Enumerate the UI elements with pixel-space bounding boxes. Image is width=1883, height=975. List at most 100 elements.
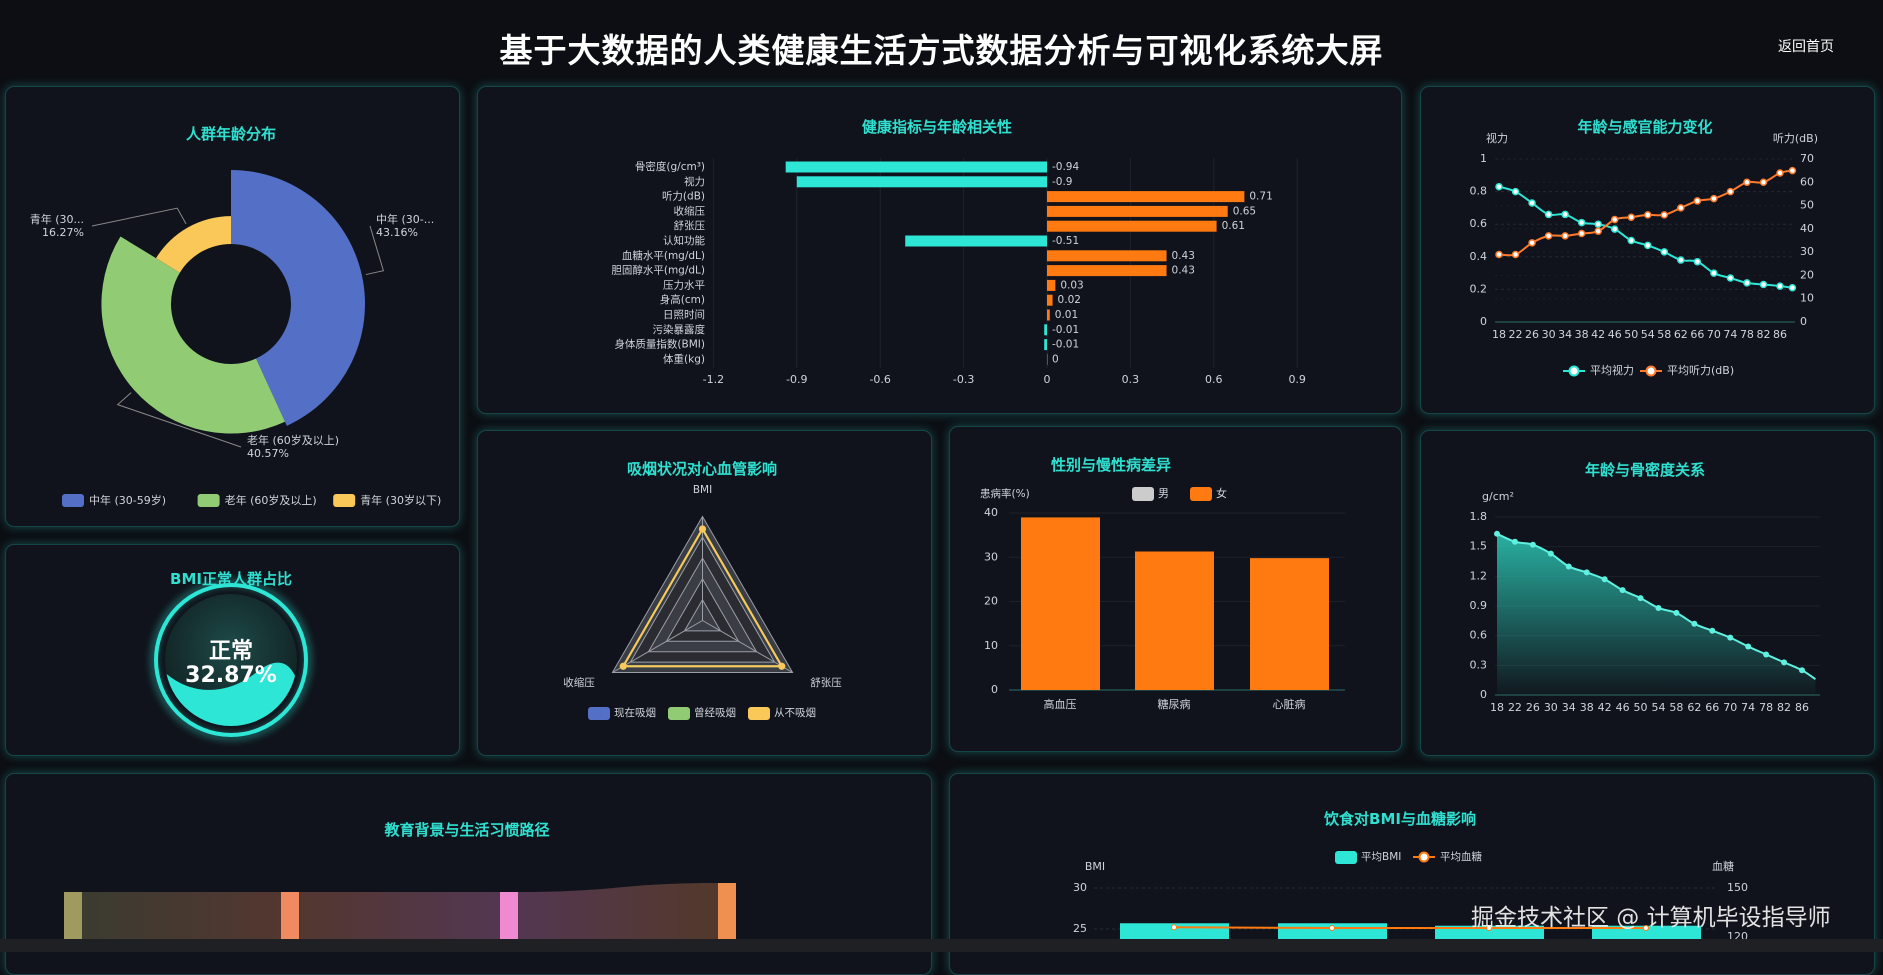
data-point[interactable] [1643, 925, 1649, 932]
data-point[interactable] [1329, 925, 1335, 932]
data-point[interactable] [1627, 236, 1635, 245]
data-point[interactable] [1693, 257, 1702, 266]
sankey-node[interactable] [64, 892, 82, 939]
data-point[interactable] [1759, 178, 1768, 187]
data-point[interactable] [1655, 604, 1662, 611]
data-point[interactable] [1594, 220, 1602, 228]
data-point[interactable] [1577, 218, 1586, 227]
data-point[interactable] [1726, 187, 1735, 196]
data-point[interactable] [1561, 232, 1569, 240]
correlation-bar[interactable] [1047, 309, 1050, 321]
data-point[interactable] [1673, 609, 1680, 616]
correlation-bar[interactable] [796, 176, 1047, 188]
data-point[interactable] [1788, 166, 1797, 175]
data-point[interactable] [1583, 569, 1590, 576]
data-point[interactable] [1677, 204, 1685, 212]
radar-point[interactable] [619, 662, 627, 670]
correlation-bar[interactable] [1047, 294, 1053, 306]
data-point[interactable] [1799, 667, 1805, 674]
correlation-bar[interactable] [1047, 191, 1245, 203]
data-point[interactable] [1547, 550, 1554, 557]
data-point[interactable] [1727, 634, 1734, 641]
data-point[interactable] [1511, 187, 1520, 196]
correlation-bar[interactable] [1047, 205, 1228, 217]
sankey-node[interactable] [500, 892, 518, 939]
data-point[interactable] [1781, 659, 1788, 666]
data-point[interactable] [1776, 169, 1784, 177]
data-point[interactable] [1495, 250, 1503, 259]
data-point[interactable] [1743, 279, 1751, 287]
data-point[interactable] [1693, 197, 1702, 205]
data-point[interactable] [1486, 925, 1492, 932]
correlation-bar[interactable] [1047, 250, 1167, 262]
legend-marker[interactable] [1568, 365, 1580, 377]
data-point[interactable] [1788, 284, 1797, 292]
data-point[interactable] [1763, 651, 1770, 658]
data-point[interactable] [1511, 538, 1518, 545]
data-point[interactable] [1171, 924, 1177, 931]
correlation-bar[interactable] [1044, 324, 1047, 336]
legend-swatch[interactable] [1132, 487, 1154, 501]
legend-swatch[interactable] [197, 494, 220, 507]
correlation-bar[interactable] [1047, 265, 1167, 277]
radar-point[interactable] [699, 525, 706, 533]
data-point[interactable] [1709, 627, 1716, 634]
data-point[interactable] [1644, 241, 1652, 250]
correlation-bar[interactable] [1047, 353, 1048, 365]
data-point[interactable] [1601, 576, 1608, 583]
legend-marker[interactable] [1645, 365, 1657, 377]
data-point[interactable] [1660, 211, 1669, 219]
bar-female[interactable] [1021, 517, 1100, 690]
legend-swatch[interactable] [748, 707, 770, 720]
sankey-link[interactable] [299, 892, 500, 939]
bar-female[interactable] [1250, 558, 1329, 690]
bar-female[interactable] [1135, 551, 1214, 690]
correlation-bar[interactable] [1047, 220, 1217, 232]
data-point[interactable] [1565, 563, 1572, 570]
legend-swatch[interactable] [62, 494, 84, 507]
data-point[interactable] [1544, 210, 1553, 219]
legend-swatch[interactable] [333, 494, 356, 507]
data-point[interactable] [1677, 256, 1685, 264]
data-point[interactable] [1577, 229, 1586, 238]
data-point[interactable] [1561, 210, 1569, 219]
browser-scrollbar[interactable] [0, 939, 1883, 952]
legend-swatch[interactable] [1335, 851, 1357, 864]
data-point[interactable] [1528, 199, 1536, 207]
data-point[interactable] [1743, 178, 1751, 187]
data-point[interactable] [1495, 182, 1503, 191]
data-point[interactable] [1528, 239, 1536, 247]
data-point[interactable] [1776, 282, 1784, 290]
pie-slice[interactable] [155, 216, 231, 273]
data-point[interactable] [1660, 248, 1669, 256]
data-point[interactable] [1644, 211, 1652, 219]
data-point[interactable] [1637, 595, 1644, 602]
data-point[interactable] [1594, 227, 1602, 235]
data-point[interactable] [1759, 280, 1768, 289]
data-point[interactable] [1627, 213, 1635, 221]
data-point[interactable] [1619, 587, 1626, 594]
data-point[interactable] [1710, 194, 1718, 203]
data-point[interactable] [1529, 541, 1536, 548]
correlation-bar[interactable] [1047, 279, 1056, 291]
sankey-node[interactable] [281, 892, 299, 939]
radar-point[interactable] [778, 662, 786, 670]
data-point[interactable] [1511, 250, 1520, 259]
legend-swatch[interactable] [588, 707, 610, 720]
data-point[interactable] [1610, 215, 1619, 224]
correlation-bar[interactable] [905, 235, 1047, 247]
data-point[interactable] [1610, 225, 1619, 233]
correlation-bar[interactable] [1044, 339, 1047, 351]
data-point[interactable] [1544, 232, 1553, 240]
data-point[interactable] [1710, 269, 1718, 277]
sankey-link[interactable] [82, 892, 281, 939]
data-point[interactable] [1494, 530, 1500, 537]
legend-swatch[interactable] [668, 707, 690, 720]
correlation-bar[interactable] [785, 161, 1047, 173]
bar-bmi[interactable] [1592, 925, 1701, 939]
back-home-button[interactable]: 返回首页 [1778, 39, 1834, 55]
pie-slice[interactable] [231, 170, 365, 426]
pie-slice[interactable] [101, 236, 285, 434]
legend-swatch[interactable] [1190, 487, 1212, 501]
data-point[interactable] [1745, 643, 1752, 650]
